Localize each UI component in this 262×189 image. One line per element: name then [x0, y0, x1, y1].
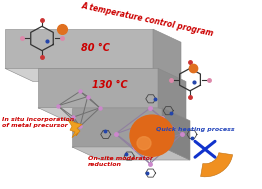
Polygon shape: [162, 108, 190, 160]
Text: On-site moderator
reduction: On-site moderator reduction: [88, 156, 153, 167]
Text: Quick heating process: Quick heating process: [156, 127, 234, 132]
Polygon shape: [72, 108, 162, 147]
Polygon shape: [38, 68, 158, 108]
Polygon shape: [72, 147, 190, 160]
Polygon shape: [68, 120, 82, 138]
Polygon shape: [5, 68, 181, 81]
Polygon shape: [153, 29, 181, 81]
Polygon shape: [158, 68, 186, 121]
Polygon shape: [201, 153, 233, 177]
Polygon shape: [38, 108, 186, 121]
Polygon shape: [5, 29, 153, 68]
Circle shape: [137, 137, 151, 150]
Text: 130 °C: 130 °C: [92, 80, 128, 90]
Text: 80 °C: 80 °C: [80, 43, 110, 53]
Text: A temperature control program: A temperature control program: [81, 1, 215, 38]
Text: In situ incorporation
of metal precursor: In situ incorporation of metal precursor: [2, 117, 74, 128]
Circle shape: [130, 115, 174, 156]
